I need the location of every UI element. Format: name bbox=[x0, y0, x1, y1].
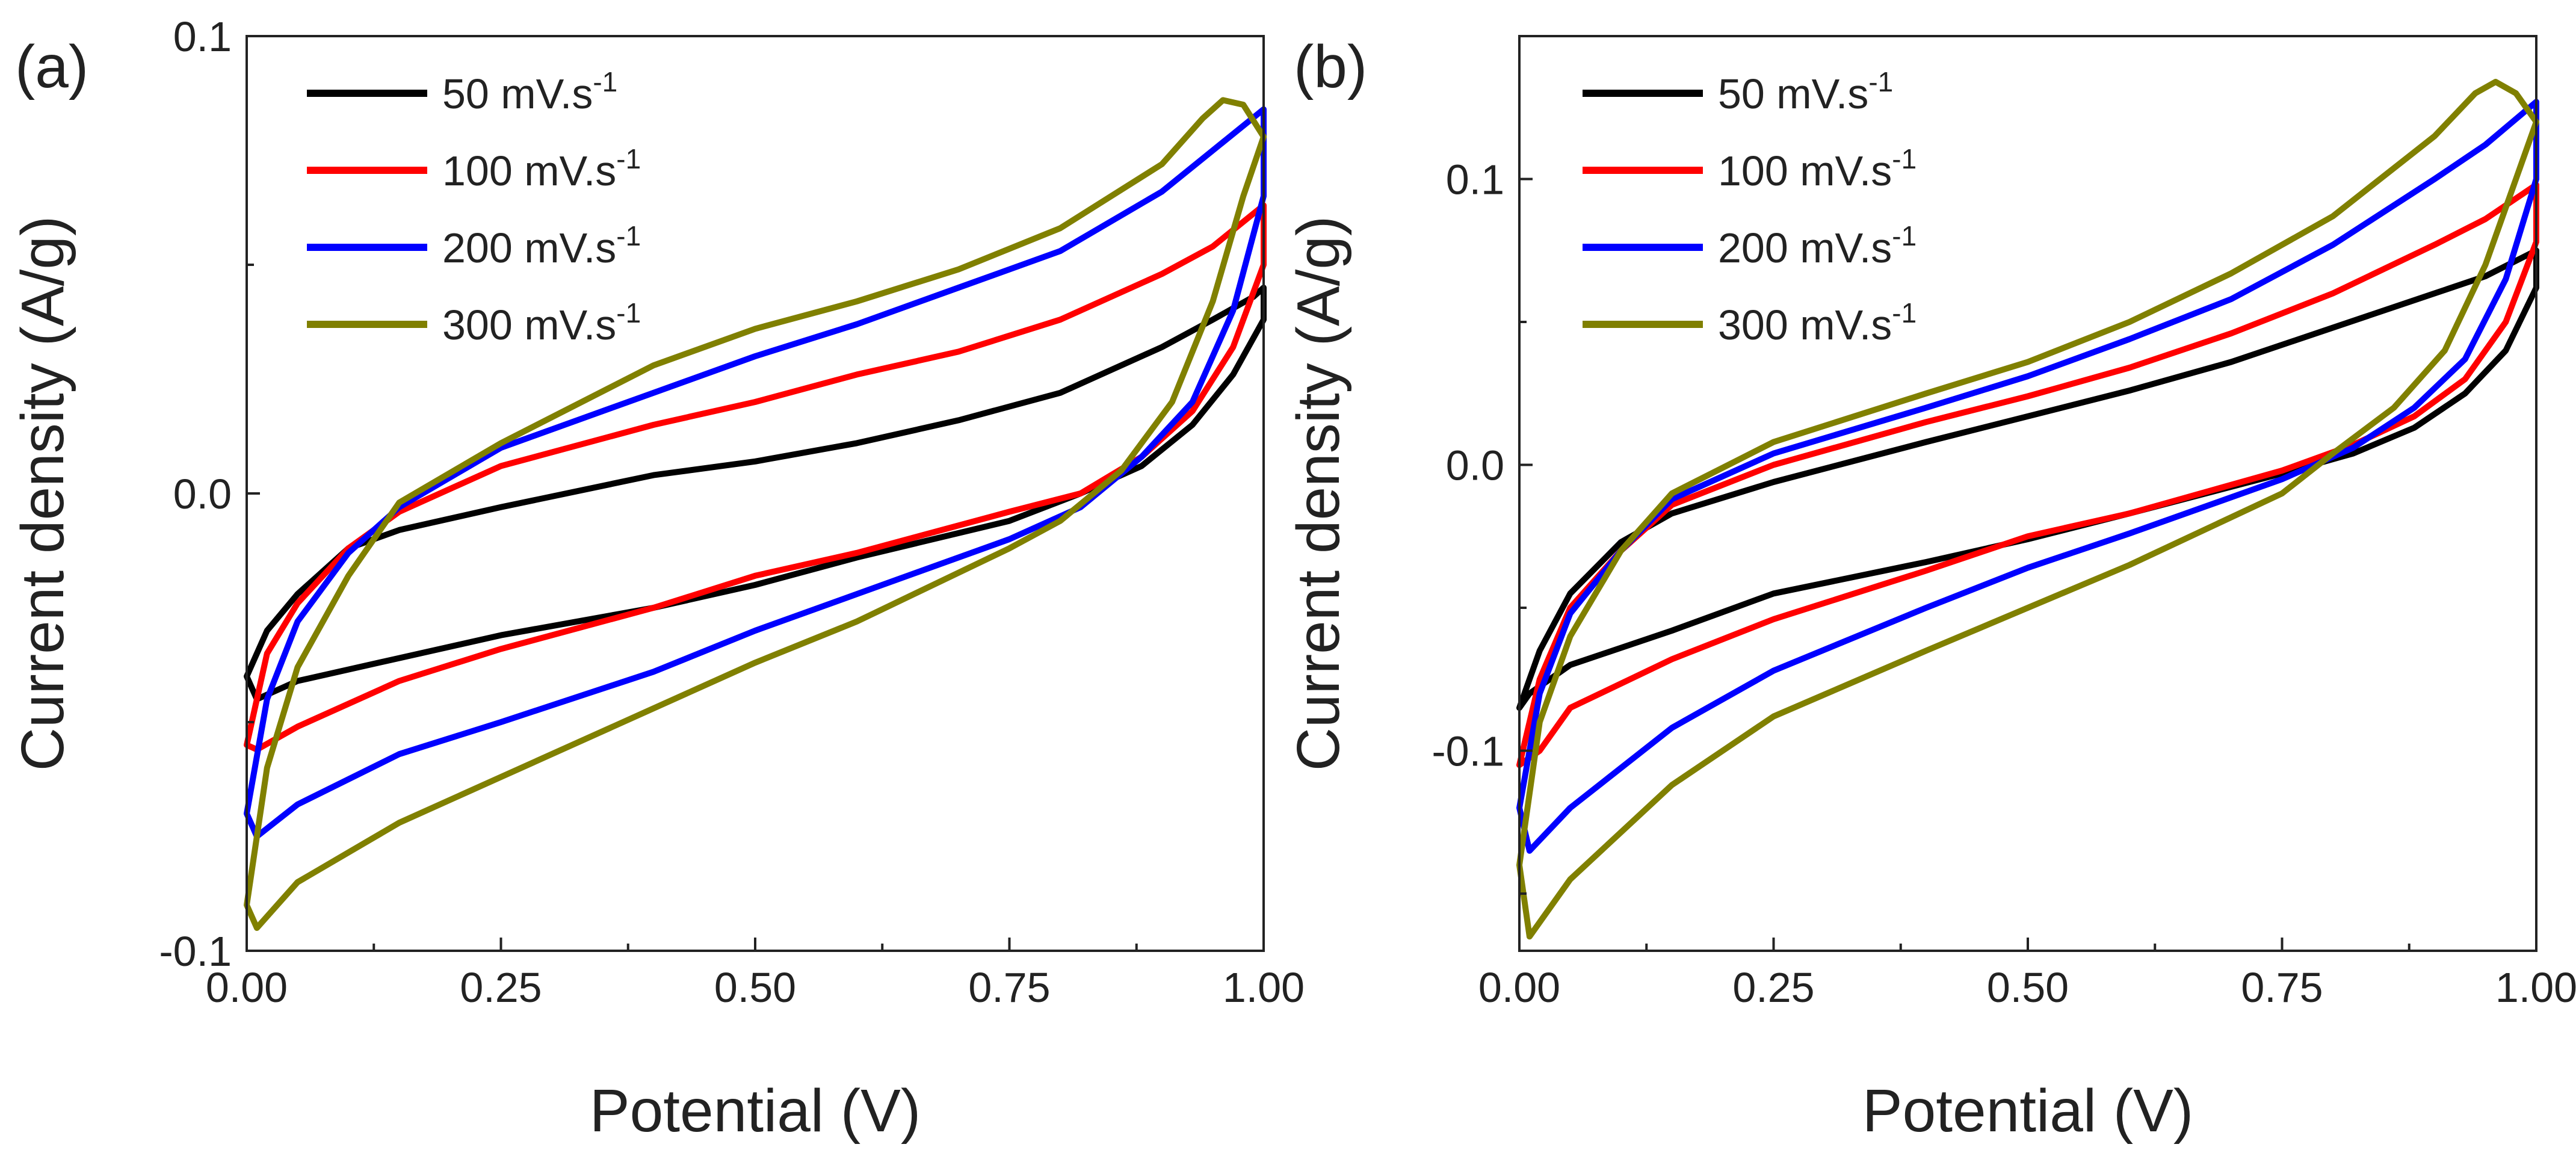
y-tick-label: -0.1 bbox=[159, 928, 232, 975]
panel-a: 0.00 0.25 0.50 0.75 1.00 -0.1 0.0 0.1 Potential … bbox=[9, 13, 1305, 1145]
legend: 50 mV.s-1 100 mV.s-1 200 mV.s-1 300 mV.s-1 bbox=[307, 66, 641, 348]
y-tick-label: 0.1 bbox=[173, 13, 232, 60]
x-tick-label: 1.00 bbox=[2495, 964, 2576, 1011]
x-tick-label: 0.75 bbox=[968, 964, 1050, 1011]
y-tick-label: 0.0 bbox=[173, 471, 232, 518]
x-tick-label: 0.00 bbox=[1478, 964, 1560, 1011]
legend-label-100: 100 mV.s-1 bbox=[1718, 143, 1917, 194]
y-axis-title: Current density (A/g) bbox=[1285, 216, 1352, 771]
x-tick-label: 0.50 bbox=[1987, 964, 2069, 1011]
legend-label-50: 50 mV.s-1 bbox=[442, 66, 617, 117]
series-line-300 bbox=[1516, 79, 2539, 940]
x-tick-label: 1.00 bbox=[1223, 964, 1305, 1011]
x-tick-label: 0.25 bbox=[1732, 964, 1814, 1011]
legend-label-100: 100 mV.s-1 bbox=[442, 143, 641, 194]
legend-label-300: 300 mV.s-1 bbox=[1718, 297, 1917, 348]
x-axis-title: Potential (V) bbox=[1862, 1077, 2193, 1145]
panel-label: (a) bbox=[15, 33, 88, 100]
x-tick-label: 0.75 bbox=[2241, 964, 2323, 1011]
x-tick-label: 0.50 bbox=[714, 964, 796, 1011]
legend-label-50: 50 mV.s-1 bbox=[1718, 66, 1893, 117]
y-tick-label: -0.1 bbox=[1432, 728, 1504, 775]
series-line-300 bbox=[244, 97, 1267, 931]
legend-label-300: 300 mV.s-1 bbox=[442, 297, 641, 348]
legend: 50 mV.s-1 100 mV.s-1 200 mV.s-1 300 mV.s-1 bbox=[1583, 66, 1917, 348]
x-tick-label: 0.25 bbox=[460, 964, 542, 1011]
panel-b: 0.00 0.25 0.50 0.75 1.00 -0.1 0.0 0.1 Potential … bbox=[1285, 33, 2576, 1145]
y-tick-label: 0.1 bbox=[1446, 156, 1504, 203]
y-tick-label: 0.0 bbox=[1446, 442, 1504, 489]
x-tick-label: 0.00 bbox=[206, 964, 288, 1011]
panel-label: (b) bbox=[1294, 33, 1367, 100]
y-axis-title: Current density (A/g) bbox=[9, 216, 76, 771]
legend-label-200: 200 mV.s-1 bbox=[442, 220, 641, 271]
legend-label-200: 200 mV.s-1 bbox=[1718, 220, 1917, 271]
x-axis-title: Potential (V) bbox=[590, 1077, 921, 1145]
